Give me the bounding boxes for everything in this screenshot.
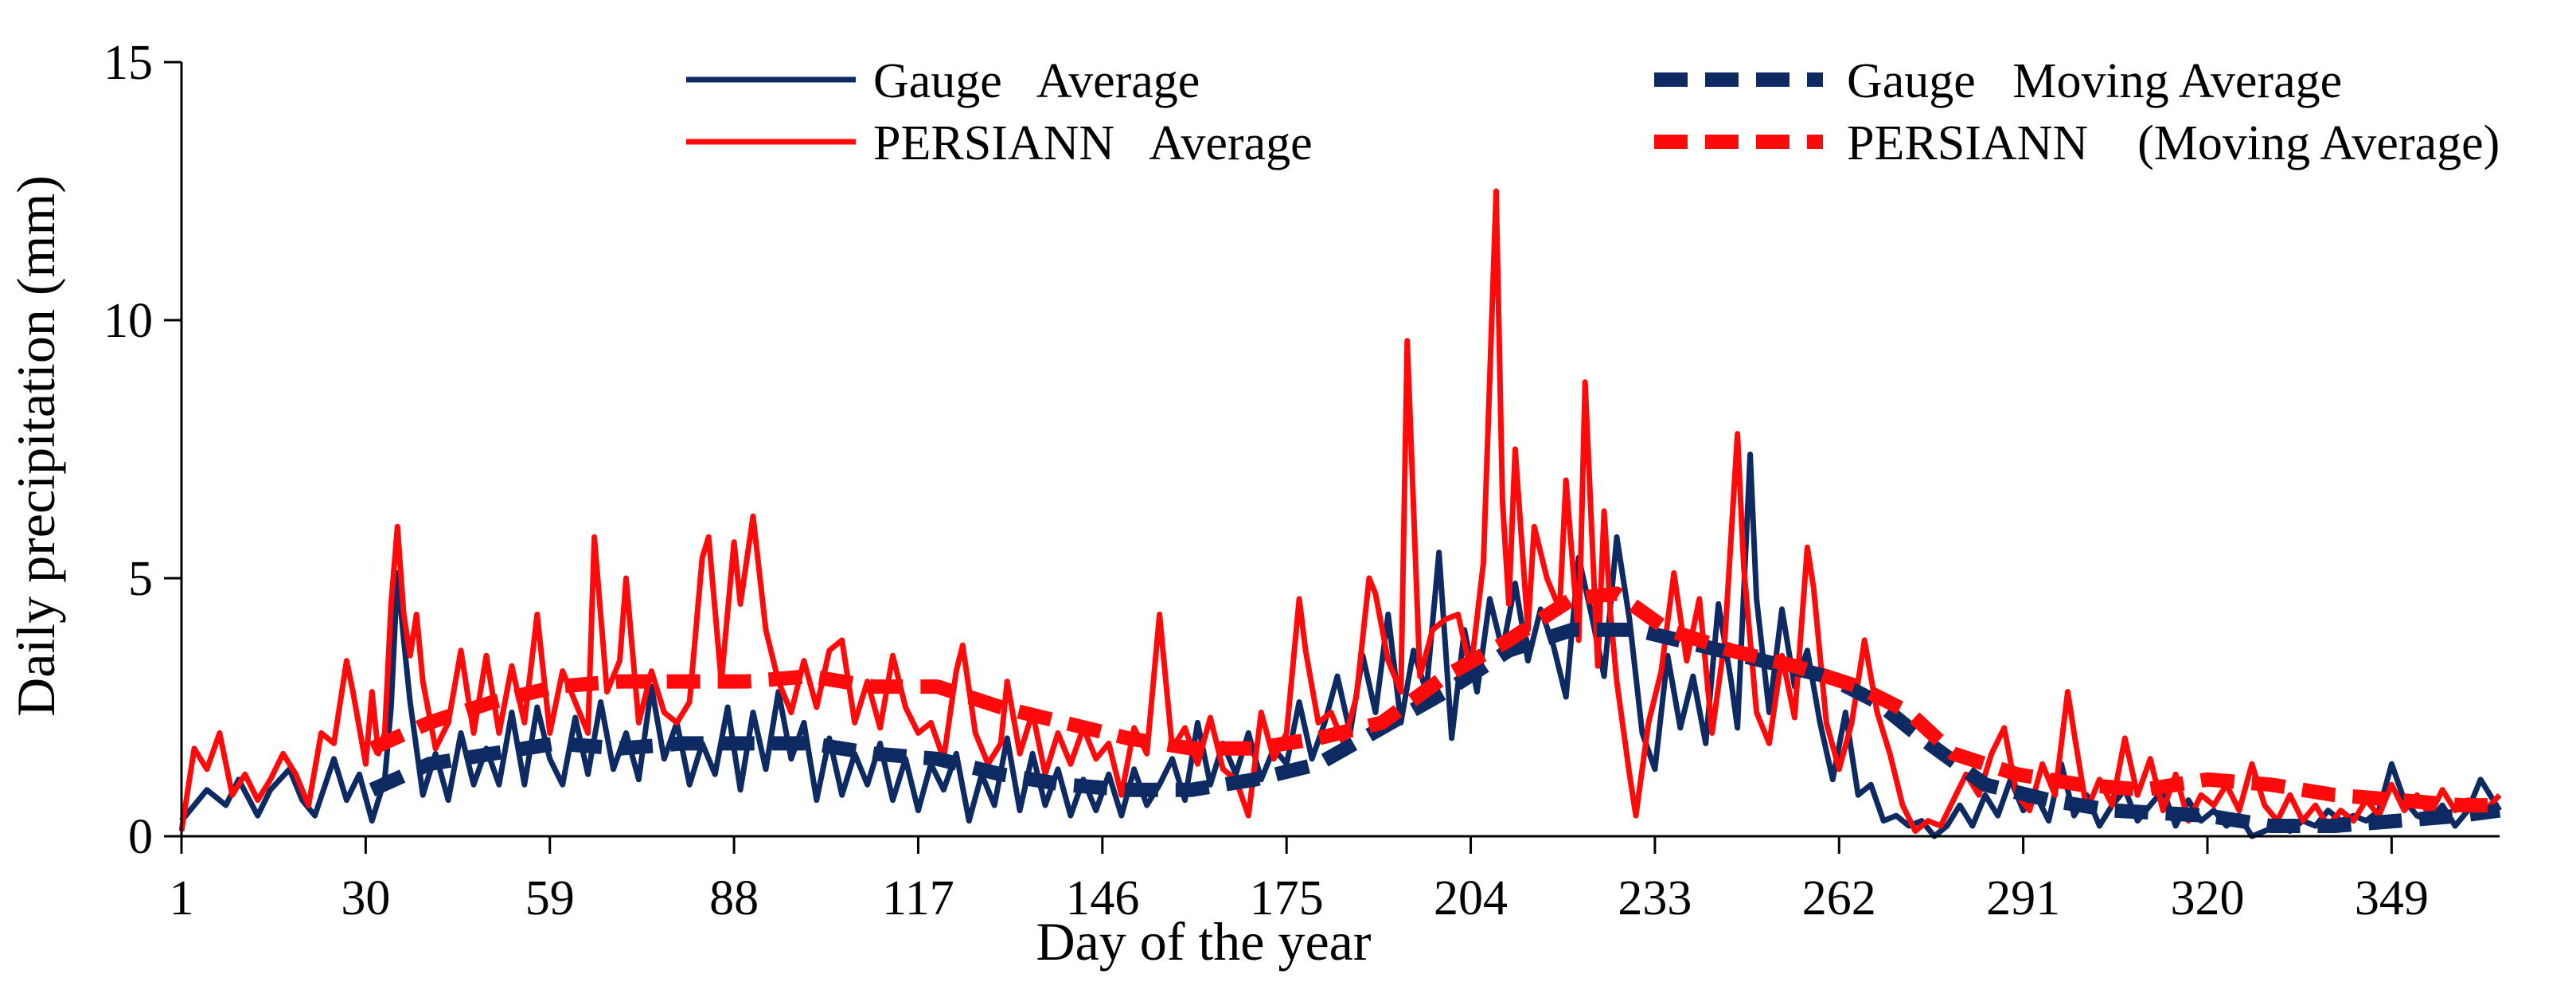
plot-area [178, 188, 2502, 839]
x-tick-label: 117 [882, 871, 954, 925]
x-tick-label: 291 [1986, 871, 2060, 925]
series-line-gauge-ma [369, 622, 2501, 833]
legend-label-gauge-moving-average: Gauge Moving Average [1847, 54, 2342, 108]
legend-item-gauge-average: Gauge Average [686, 54, 1200, 108]
legend-label-persiann-moving-average: PERSIANN (Moving Average) [1847, 116, 2500, 170]
x-tick-label: 88 [709, 871, 759, 925]
y-tick-label: 5 [128, 552, 153, 606]
x-tick-label: 146 [1065, 871, 1139, 925]
x-tick-label: 30 [341, 871, 390, 925]
series-line-gauge-avg [179, 452, 2502, 839]
series-line-persiann-ma [369, 586, 2500, 813]
legend-label-persiann-average: PERSIANN Average [873, 116, 1313, 170]
y-tick-label: 0 [128, 810, 153, 864]
legend-label-gauge-average: Gauge Average [873, 54, 1200, 108]
x-tick-label: 262 [1802, 871, 1876, 925]
y-axis-ticks: 0 5 10 15 [103, 36, 181, 864]
x-tick-label: 204 [1434, 871, 1508, 925]
x-axis-title: Day of the year [1036, 911, 1371, 972]
legend: Gauge Average PERSIANN Average Gauge Mov… [686, 54, 2500, 170]
x-axis-ticks: 1 30 59 88 117 146 175 204 233 262 291 320 349 [170, 836, 2429, 925]
x-tick-label: 349 [2355, 871, 2429, 925]
x-tick-label: 1 [170, 871, 194, 925]
legend-item-persiann-average: PERSIANN Average [686, 116, 1313, 170]
legend-item-gauge-moving-average: Gauge Moving Average [1654, 54, 2342, 108]
x-tick-label: 233 [1618, 871, 1692, 925]
y-axis-title: Daily precipitation (mm) [6, 175, 66, 717]
y-tick-label: 15 [103, 36, 153, 90]
legend-item-persiann-moving-average: PERSIANN (Moving Average) [1654, 116, 2500, 170]
x-tick-label: 175 [1250, 871, 1324, 925]
x-tick-label: 320 [2171, 871, 2245, 925]
x-tick-label: 59 [525, 871, 575, 925]
y-tick-label: 10 [103, 294, 153, 348]
series-line-persiann-avg [178, 188, 2502, 834]
